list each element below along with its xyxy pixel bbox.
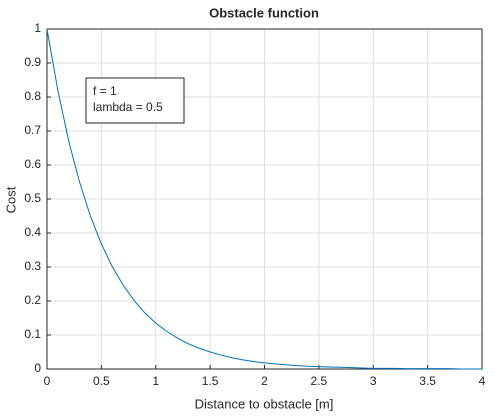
x-tick-label: 4: [479, 374, 486, 388]
x-tick-label: 0: [44, 374, 51, 388]
chart-title: Obstacle function: [209, 5, 319, 20]
line-series: [46, 28, 482, 370]
x-tick-label: 2: [261, 374, 268, 388]
y-tick-label: 0.9: [24, 55, 41, 69]
y-axis-label: Cost: [3, 186, 18, 213]
x-tick-label: 3: [370, 374, 377, 388]
y-tick-label: 0.2: [24, 293, 41, 307]
y-tick-label: 0: [34, 361, 41, 375]
x-tick-label: 1: [152, 374, 159, 388]
annotation-text: f = 1: [93, 84, 117, 98]
y-tick-label: 0.4: [24, 225, 41, 239]
x-tick-label: 1.5: [202, 374, 219, 388]
y-tick-label: 1: [34, 21, 41, 35]
annotation-box: [85, 77, 185, 124]
x-tick-label: 0.5: [93, 374, 110, 388]
y-tick-label: 0.1: [24, 327, 41, 341]
axes-box: [46, 28, 483, 370]
y-tick-label: 0.7: [24, 123, 41, 137]
y-tick-label: 0.5: [24, 191, 41, 205]
y-tick-label: 0.8: [24, 89, 41, 103]
annotation-text: lambda = 0.5: [93, 100, 163, 114]
x-tick-label: 2.5: [311, 374, 328, 388]
x-tick-label: 3.5: [419, 374, 436, 388]
y-tick-label: 0.6: [24, 157, 41, 171]
x-axis-label: Distance to obstacle [m]: [195, 396, 334, 411]
y-tick-label: 0.3: [24, 259, 41, 273]
